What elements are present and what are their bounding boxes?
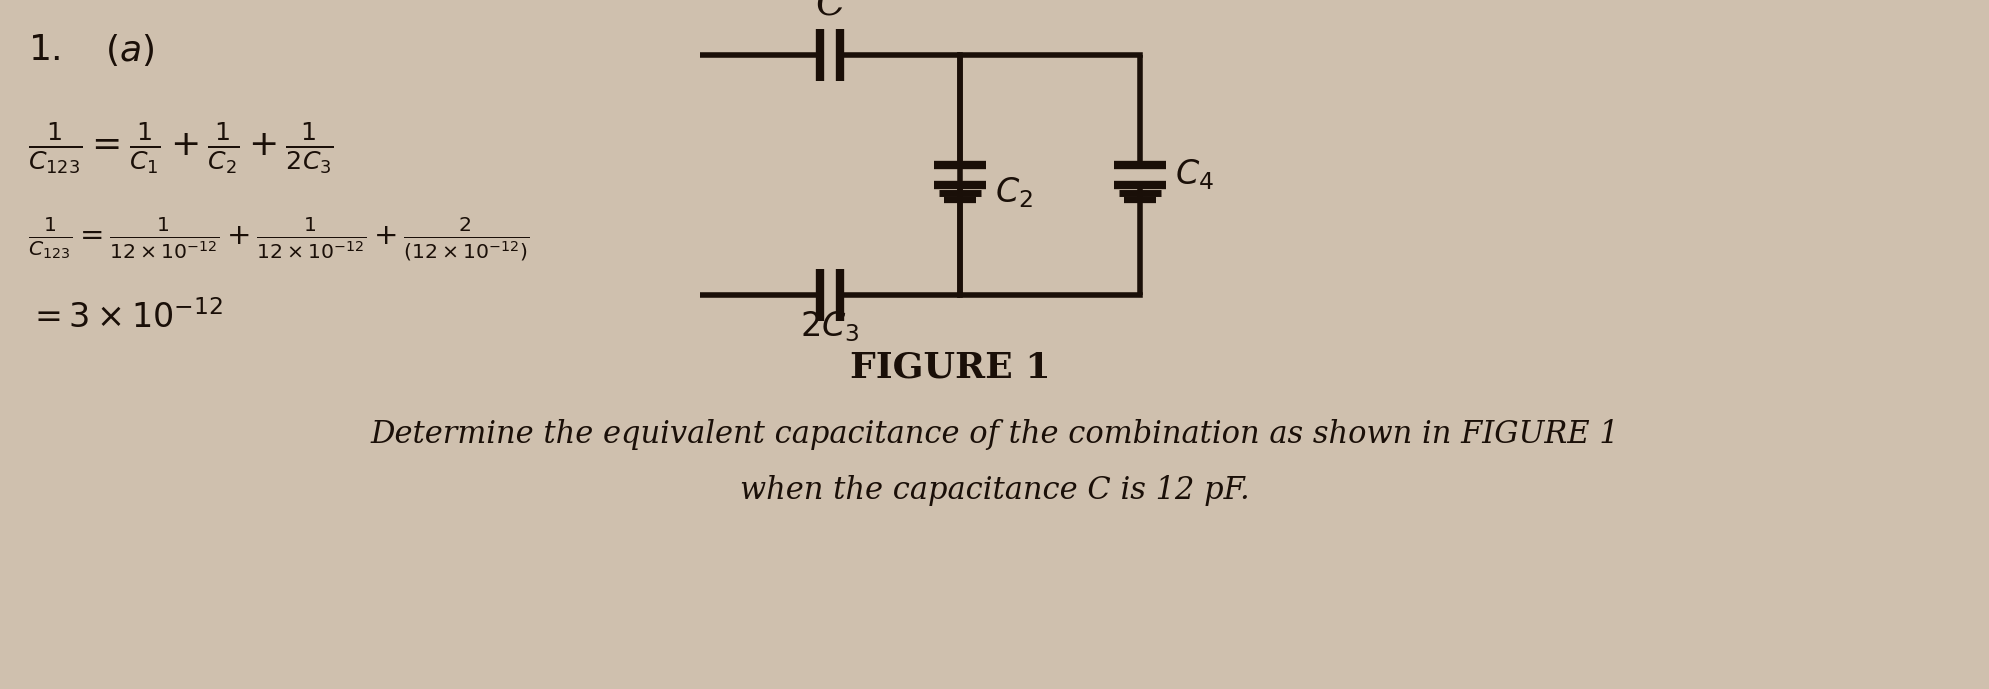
Text: $(a)$: $(a)$: [105, 32, 153, 68]
Text: $\frac{1}{C_{123}} = \frac{1}{C_1} + \frac{1}{C_2} + \frac{1}{2C_3}$: $\frac{1}{C_{123}} = \frac{1}{C_1} + \fr…: [28, 121, 334, 176]
Text: when the capacitance C is 12 pF.: when the capacitance C is 12 pF.: [740, 475, 1249, 506]
Text: FIGURE 1: FIGURE 1: [849, 351, 1050, 385]
Text: $1.$: $1.$: [28, 33, 60, 67]
Text: Determine the equivalent capacitance of the combination as shown in FIGURE 1: Determine the equivalent capacitance of …: [370, 420, 1619, 451]
Text: $C_4$: $C_4$: [1174, 158, 1213, 192]
Text: C: C: [815, 0, 845, 23]
Text: $2C_3$: $2C_3$: [800, 309, 859, 344]
Text: $C_2$: $C_2$: [994, 176, 1032, 210]
Text: $= 3\times10^{-12}$: $= 3\times10^{-12}$: [28, 300, 223, 336]
Text: $\frac{1}{C_{123}} = \frac{1}{12\times10^{-12}} + \frac{1}{12\times10^{-12}} + \: $\frac{1}{C_{123}} = \frac{1}{12\times10…: [28, 216, 529, 264]
